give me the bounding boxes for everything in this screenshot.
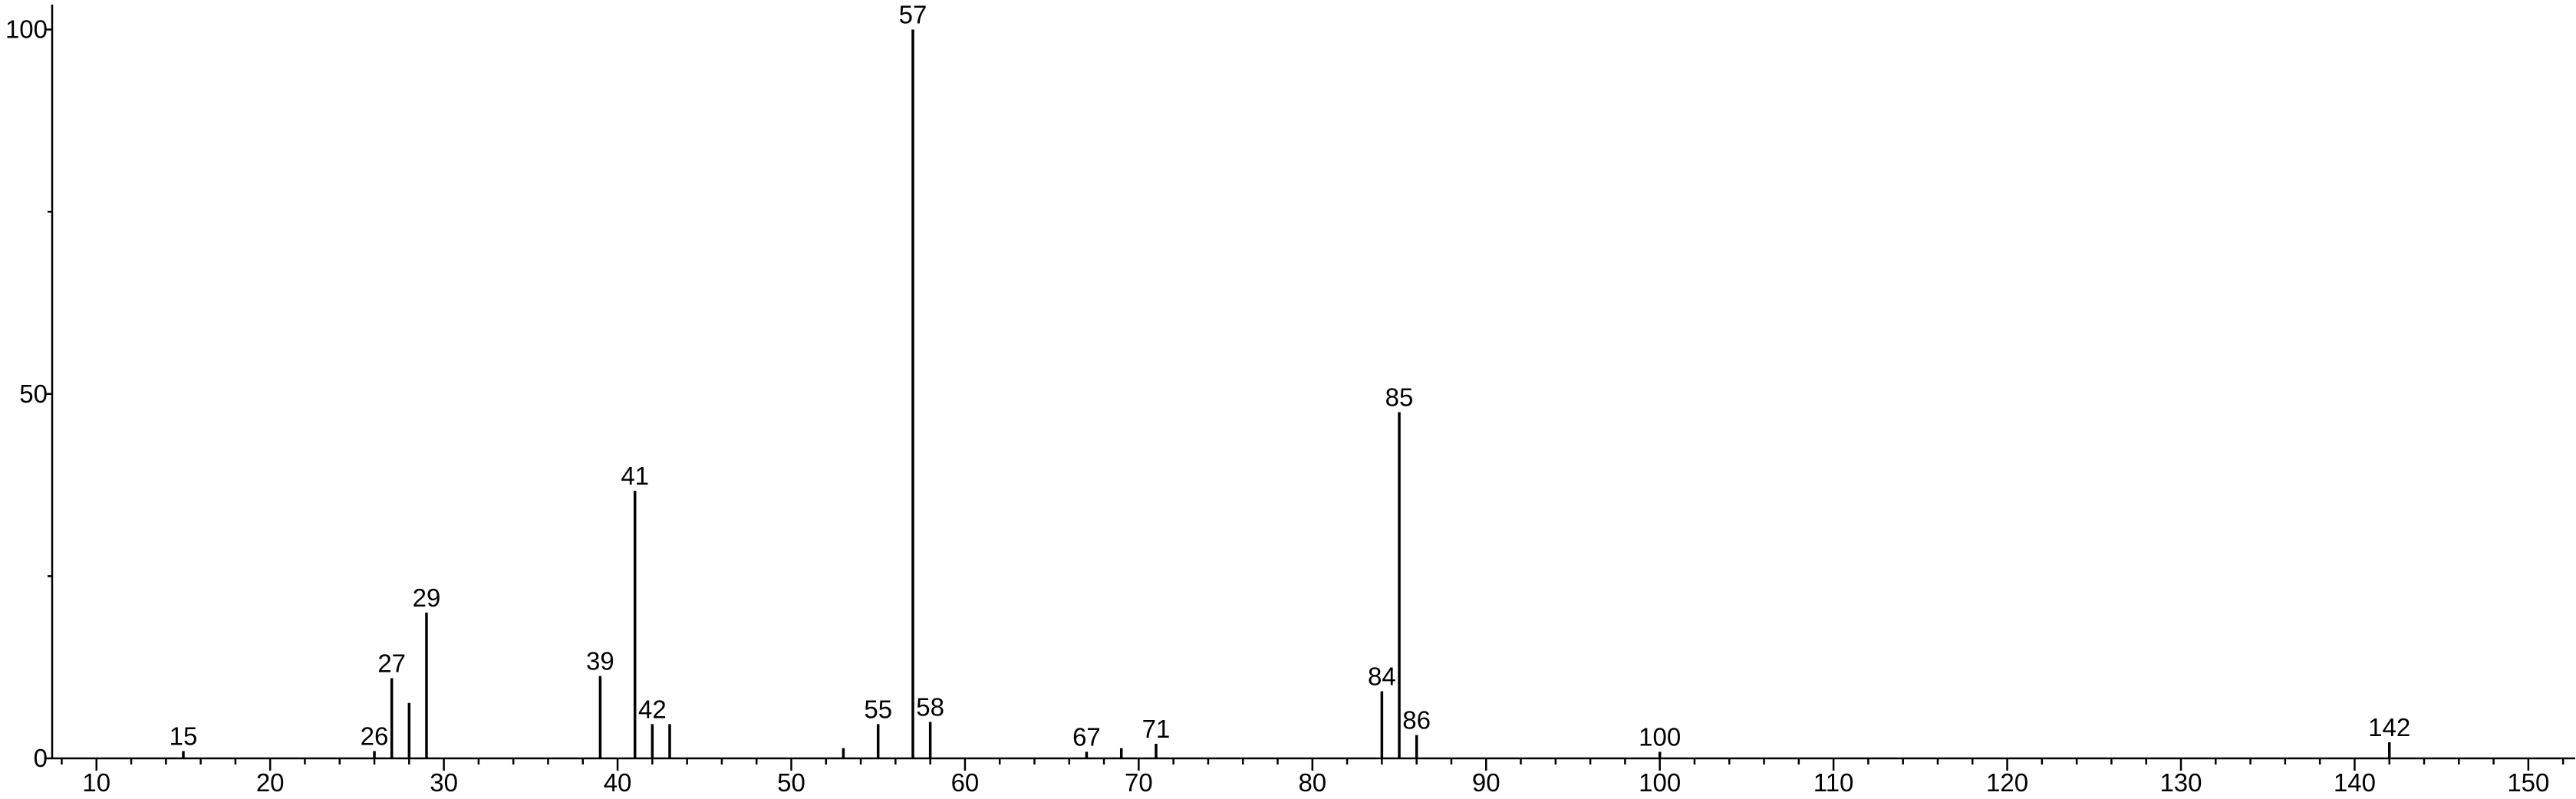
peak-label: 29 [413, 584, 441, 612]
y-tick-label: 50 [19, 380, 48, 408]
peak-label: 41 [621, 462, 649, 490]
x-tick-label: 130 [2159, 768, 2202, 797]
peak-label: 86 [1402, 706, 1431, 735]
peak-label: 67 [1072, 722, 1101, 751]
x-tick-label: 30 [430, 768, 458, 797]
y-tick-label: 0 [34, 744, 48, 772]
x-tick-label: 50 [777, 768, 805, 797]
x-tick-label: 60 [951, 768, 980, 797]
y-tick-label: 100 [5, 15, 48, 44]
peak-label: 55 [864, 695, 892, 723]
x-tick-label: 100 [1639, 768, 1681, 797]
x-tick-label: 40 [604, 768, 632, 797]
peak-label: 39 [586, 647, 614, 676]
x-tick-label: 110 [1813, 768, 1854, 797]
peak-label: 57 [899, 1, 927, 29]
x-tick-label: 90 [1472, 768, 1500, 797]
peak-label: 71 [1142, 715, 1171, 743]
x-tick-label: 140 [2334, 768, 2376, 797]
peak-label: 100 [1639, 722, 1681, 751]
x-tick-label: 20 [256, 768, 285, 797]
x-tick-label: 10 [82, 768, 110, 797]
peak-label: 15 [170, 722, 198, 750]
x-tick-label: 150 [2507, 768, 2549, 797]
peak-label: 142 [2368, 713, 2410, 741]
peak-label: 84 [1368, 663, 1396, 691]
x-tick-label: 70 [1125, 768, 1153, 797]
peak-label: 27 [377, 649, 406, 677]
peak-label: 26 [361, 722, 389, 750]
peak-label: 42 [638, 695, 667, 723]
x-tick-label: 80 [1298, 768, 1326, 797]
peak-label: 85 [1385, 383, 1414, 412]
peak-label: 58 [916, 692, 944, 721]
x-tick-label: 120 [1986, 768, 2028, 797]
